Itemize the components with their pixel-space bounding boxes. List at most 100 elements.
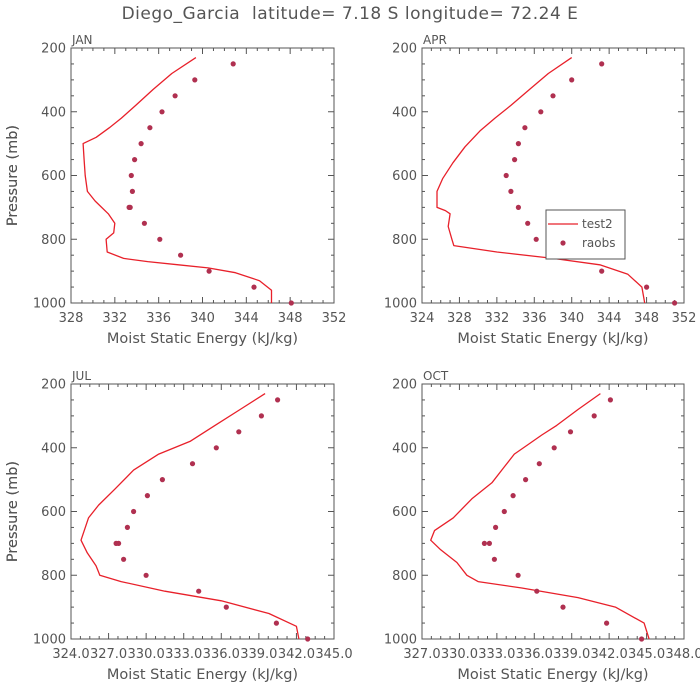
- obs-point: [230, 61, 236, 67]
- x-tick-label: 327.0: [90, 647, 127, 662]
- obs-point: [525, 220, 531, 226]
- obs-point: [510, 493, 516, 499]
- obs-point: [147, 125, 153, 131]
- obs-point: [515, 204, 522, 210]
- y-axis-label: Pressure (mb): [5, 125, 21, 226]
- obs-point: [493, 524, 499, 531]
- y-tick-label: 800: [41, 233, 66, 248]
- x-tick-label: 342.0: [591, 647, 628, 662]
- x-tick-label: 332: [484, 311, 509, 326]
- obs-point: [159, 477, 165, 483]
- obs-point: [538, 109, 544, 115]
- y-axis-label: Pressure (mb): [5, 125, 21, 226]
- panel-oct: 327.0 330.0 333.0 336.0 339.0 342.0 345.0 348.0…: [5, 369, 700, 683]
- obs-point: [113, 540, 119, 547]
- figure-title: Diego_Garcia latitude= 7.18 S longitude=…: [121, 4, 579, 24]
- x-tick-label: 333.0: [165, 647, 202, 662]
- obs-point: [275, 397, 281, 403]
- obs-point: [132, 157, 138, 163]
- obs-point: [672, 300, 678, 306]
- obs-point: [569, 77, 575, 83]
- obs-point: [157, 236, 163, 242]
- obs-point: [121, 556, 127, 562]
- panel-title: APR: [423, 33, 447, 47]
- y-tick-label: 200: [41, 378, 66, 393]
- model-profile-line: [80, 393, 300, 640]
- obs-point: [172, 93, 178, 99]
- legend-model-label: test2: [582, 217, 613, 231]
- x-tick-label: 328: [447, 311, 472, 326]
- x-tick-label: 344: [597, 311, 622, 326]
- x-tick-label: 340: [559, 311, 584, 326]
- x-tick-label: 339.0: [240, 647, 277, 662]
- x-tick-label: 344: [234, 311, 259, 326]
- y-tick-label: 400: [41, 441, 66, 456]
- x-tick-label: 324: [410, 311, 435, 326]
- panel-title: OCT: [423, 369, 449, 383]
- obs-point: [567, 429, 574, 435]
- x-tick-label: 336.0: [203, 647, 240, 662]
- obs-point: [639, 636, 645, 642]
- obs-point: [534, 588, 540, 594]
- x-tick-label: 352: [672, 311, 697, 326]
- obs-point: [644, 284, 650, 290]
- obs-point: [144, 493, 150, 499]
- x-axis-label: Moist Static Energy (kJ/kg): [457, 331, 648, 347]
- obs-point: [126, 204, 132, 210]
- obs-point: [522, 125, 528, 131]
- y-tick-label: 400: [392, 105, 417, 120]
- y-tick-label: 600: [392, 505, 417, 520]
- x-tick-label: 336: [146, 311, 171, 326]
- obs-point: [604, 620, 610, 626]
- obs-point: [503, 172, 509, 179]
- obs-point: [491, 556, 497, 562]
- x-tick-label: 330.0: [441, 647, 478, 662]
- y-axis-label: Pressure (mb): [5, 461, 21, 562]
- obs-point: [192, 77, 198, 83]
- x-tick-label: 348: [634, 311, 659, 326]
- y-tick-label: 1000: [33, 297, 66, 312]
- y-tick-label: 800: [392, 569, 417, 584]
- obs-point: [251, 284, 257, 290]
- x-tick-label: 330.0: [128, 647, 165, 662]
- y-tick-label: 200: [392, 42, 417, 57]
- obs-point: [178, 252, 184, 258]
- obs-point: [131, 508, 137, 515]
- obs-point: [129, 188, 135, 194]
- obs-point: [536, 461, 542, 467]
- legend-box: [545, 209, 626, 260]
- x-tick-label: 336: [522, 311, 547, 326]
- y-tick-label: 600: [392, 169, 417, 184]
- obs-point: [515, 141, 522, 147]
- obs-point: [124, 524, 130, 531]
- obs-point: [550, 93, 556, 99]
- obs-point: [591, 413, 597, 419]
- obs-point: [501, 508, 507, 515]
- y-tick-label: 400: [41, 105, 66, 120]
- obs-point: [223, 604, 229, 610]
- y-tick-label: 200: [392, 378, 417, 393]
- legend: test2 raobs: [545, 209, 626, 260]
- obs-point: [138, 141, 144, 147]
- x-tick-label: 336.0: [516, 647, 553, 662]
- y-tick-label: 1000: [384, 633, 417, 648]
- obs-point: [213, 445, 219, 451]
- y-tick-label: 1000: [33, 633, 66, 648]
- obs-point: [508, 188, 514, 194]
- obs-point: [523, 477, 529, 483]
- obs-point: [599, 61, 605, 67]
- x-tick-label: 328: [59, 311, 84, 326]
- obs-point: [236, 429, 242, 435]
- x-tick-label: 342.0: [278, 647, 315, 662]
- y-tick-label: 200: [41, 42, 66, 57]
- plot-frame: [70, 383, 335, 640]
- y-tick-label: 600: [41, 169, 66, 184]
- panel-title: JUL: [71, 369, 91, 383]
- obs-point: [128, 172, 134, 179]
- model-profile-line: [430, 393, 650, 640]
- x-tick-label: 339.0: [553, 647, 590, 662]
- model-profile-line: [436, 57, 646, 304]
- y-tick-label: 800: [41, 569, 66, 584]
- x-tick-label: 348: [278, 311, 303, 326]
